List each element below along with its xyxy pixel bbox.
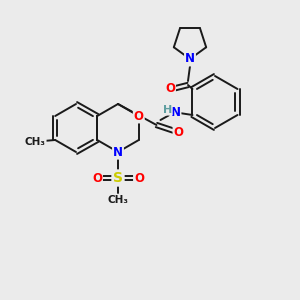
Text: CH₃: CH₃ [107,195,128,205]
Text: O: O [134,172,144,184]
Text: H: H [163,105,172,115]
Text: O: O [92,172,102,184]
Text: N: N [185,52,195,65]
Text: O: O [165,82,175,95]
Text: CH₃: CH₃ [25,137,46,147]
Text: N: N [170,106,181,118]
Text: N: N [113,146,123,158]
Text: O: O [173,125,184,139]
Text: O: O [134,110,144,122]
Text: S: S [113,171,123,185]
